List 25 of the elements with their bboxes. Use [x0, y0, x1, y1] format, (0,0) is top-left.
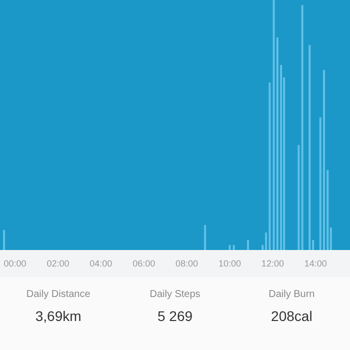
bar: [247, 240, 250, 250]
x-tick-label: 14:00: [304, 258, 327, 268]
bar: [272, 0, 275, 250]
x-tick-label: 04:00: [90, 258, 112, 268]
bar: [323, 70, 326, 250]
text: 5 269: [156, 308, 194, 324]
bar: [3, 230, 6, 250]
bar: [228, 245, 231, 250]
text: 3,69km: [34, 308, 82, 324]
text: Daily Burn: [268, 289, 316, 300]
x-tick-label: 06:00: [132, 258, 156, 268]
text: Daily Steps: [148, 289, 202, 300]
bar: [204, 225, 206, 250]
x-tick-label: 08:00: [176, 258, 198, 268]
bar: [298, 145, 300, 250]
x-tick-label: 02:00: [46, 258, 70, 268]
bar: [308, 45, 311, 250]
bar: [232, 245, 235, 250]
x-tick-label: 10:00: [218, 258, 242, 268]
bar: [301, 5, 304, 250]
text: Daily Distance: [25, 289, 92, 300]
text: 208cal: [270, 308, 314, 324]
bar: [268, 82, 271, 250]
x-tick-label: 00:00: [4, 258, 26, 268]
x-tick-label: 12:00: [261, 258, 284, 268]
